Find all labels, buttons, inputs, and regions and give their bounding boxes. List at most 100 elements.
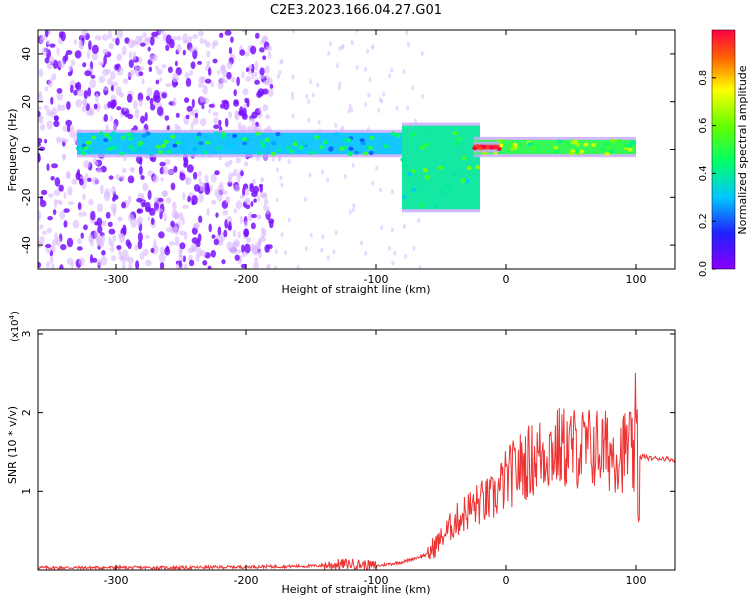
heatmap-noise-cell bbox=[73, 39, 78, 45]
heatmap-noise-cell bbox=[141, 202, 147, 208]
heatmap-noise-cell bbox=[261, 192, 268, 199]
heatmap-noise-cell bbox=[38, 94, 44, 102]
colorbar-label: Normalized spectral amplitude bbox=[736, 65, 749, 234]
heatmap-noise-cell bbox=[50, 96, 54, 105]
heatmap-noise-cell bbox=[228, 221, 232, 230]
heatmap-noise-cell bbox=[307, 99, 311, 105]
heatmap-noise-cell bbox=[77, 238, 82, 245]
heatmap-band-cell bbox=[383, 144, 389, 149]
heatmap-band-cell bbox=[172, 143, 178, 148]
heatmap-noise-cell bbox=[89, 254, 94, 264]
heatmap-band-cell bbox=[579, 149, 585, 154]
heatmap-noise-cell bbox=[303, 196, 307, 202]
heatmap-band-cell bbox=[313, 150, 319, 155]
heatmap-noise-cell bbox=[264, 244, 270, 253]
heatmap-noise-cell bbox=[207, 108, 212, 114]
heatmap-noise-cell bbox=[411, 85, 414, 91]
heatmap-noise-cell bbox=[207, 265, 212, 269]
heatmap-noise-cell bbox=[226, 61, 233, 69]
heatmap-noise-cell bbox=[137, 66, 145, 71]
heatmap-band-cell bbox=[411, 132, 417, 137]
heatmap-noise-cell bbox=[179, 172, 186, 181]
heatmap-band-cell bbox=[104, 133, 110, 137]
heatmap-noise-cell bbox=[178, 260, 182, 268]
heatmap-noise-cell bbox=[66, 237, 74, 248]
heatmap-noise-cell bbox=[91, 52, 98, 61]
heatmap-noise-cell bbox=[182, 49, 186, 56]
heatmap-noise-cell bbox=[217, 184, 225, 194]
heatmap-noise-cell bbox=[135, 35, 142, 46]
heatmap-band-cell bbox=[401, 163, 407, 168]
heatmap-band-cell bbox=[292, 139, 297, 144]
heatmap-band-cell bbox=[255, 131, 261, 136]
heatmap-band-cell bbox=[553, 145, 559, 150]
heatmap-noise-cell bbox=[74, 50, 82, 59]
heatmap-noise-cell bbox=[45, 40, 51, 45]
heatmap-noise-cell bbox=[91, 44, 99, 54]
heatmap-band-cell bbox=[271, 151, 277, 156]
heatmap-noise-cell bbox=[265, 114, 271, 120]
heatmap-noise-cell bbox=[142, 182, 149, 192]
heatmap-noise-cell bbox=[230, 36, 234, 43]
heatmap-noise-cell bbox=[235, 249, 242, 254]
heatmap-noise-cell bbox=[244, 161, 249, 167]
colorbar-tick-label: 0.6 bbox=[698, 118, 709, 134]
heatmap-noise-cell bbox=[108, 175, 114, 180]
heatmap-noise-cell bbox=[111, 37, 116, 42]
heatmap-noise-cell bbox=[56, 88, 63, 94]
heatmap-noise-cell bbox=[176, 43, 182, 53]
heatmap-noise-cell bbox=[193, 184, 201, 192]
heatmap-band-cell bbox=[209, 139, 215, 144]
heatmap-noise-cell bbox=[291, 113, 295, 119]
heatmap-noise-cell bbox=[185, 77, 192, 87]
heatmap-noise-cell bbox=[228, 247, 233, 252]
heatmap-noise-cell bbox=[241, 244, 245, 253]
heatmap-noise-cell bbox=[296, 264, 300, 269]
heatmap-noise-cell bbox=[156, 102, 163, 108]
heatmap-band-cell bbox=[419, 203, 425, 208]
heatmap-noise-cell bbox=[88, 40, 92, 51]
heatmap-noise-cell bbox=[110, 186, 116, 195]
heatmap-noise-cell bbox=[140, 42, 146, 47]
heatmap-noise-cell bbox=[175, 112, 180, 118]
heatmap-band-cell bbox=[112, 145, 118, 150]
heatmap-noise-cell bbox=[247, 211, 253, 222]
colorbar-tick-label: 0.8 bbox=[698, 70, 709, 86]
heatmap-band-cell bbox=[322, 140, 328, 145]
heatmap-noise-cell bbox=[402, 224, 406, 229]
heatmap-noise-cell bbox=[174, 123, 179, 130]
snr-y-tick-label: 2 bbox=[20, 409, 33, 416]
heatmap-noise-cell bbox=[275, 197, 279, 203]
heatmap-noise-cell bbox=[274, 249, 278, 254]
heatmap-band-cell bbox=[433, 203, 439, 208]
heatmap-band-cell bbox=[368, 151, 374, 155]
heatmap-noise-cell bbox=[341, 44, 344, 50]
heatmap-noise-cell bbox=[88, 198, 94, 206]
heatmap-noise-cell bbox=[203, 97, 210, 104]
heatmap-noise-cell bbox=[110, 202, 117, 213]
heatmap-noise-cell bbox=[137, 56, 143, 64]
heatmap-noise-cell bbox=[67, 124, 71, 133]
heatmap-noise-cell bbox=[53, 189, 61, 197]
heatmap-band-cell bbox=[527, 142, 533, 147]
heatmap-noise-cell bbox=[202, 260, 208, 266]
heatmap-noise-cell bbox=[406, 105, 410, 111]
heatmap-noise-cell bbox=[128, 39, 135, 49]
heatmap-band-cell bbox=[220, 135, 226, 140]
heatmap-noise-cell bbox=[379, 187, 383, 193]
heatmap-band-cell bbox=[75, 146, 81, 151]
heatmap-noise-cell bbox=[150, 217, 155, 225]
heatmap-noise-cell bbox=[308, 172, 312, 178]
heatmap-noise-cell bbox=[364, 66, 367, 72]
colorbar-gradient bbox=[711, 29, 736, 270]
heatmap-noise-cell bbox=[39, 124, 46, 131]
heatmap-noise-cell bbox=[225, 196, 231, 204]
heatmap-noise-cell bbox=[244, 188, 250, 196]
heatmap-noise-cell bbox=[261, 88, 269, 95]
heatmap-noise-cell bbox=[250, 45, 257, 55]
heatmap-noise-cell bbox=[252, 178, 256, 184]
figure-title: C2E3.2023.166.04.27.G01 bbox=[270, 3, 442, 18]
heatmap-noise-cell bbox=[309, 232, 313, 238]
